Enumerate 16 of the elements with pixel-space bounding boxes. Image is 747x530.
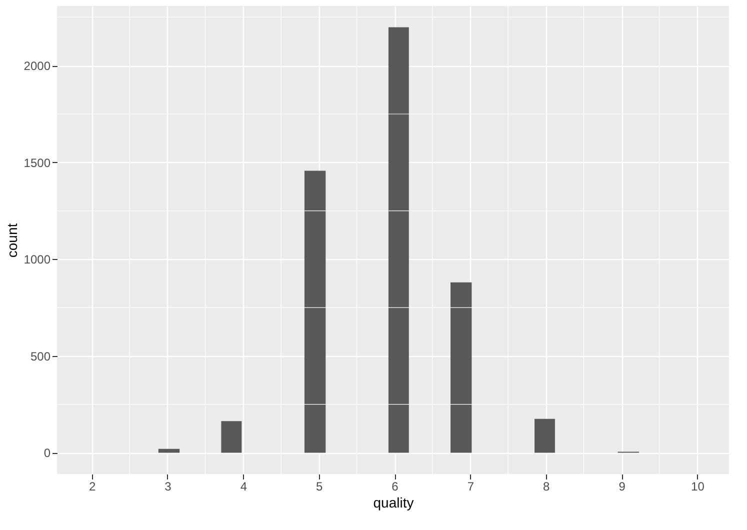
x-tick-label: 6 [392, 480, 399, 494]
y-axis-title: count [4, 223, 20, 258]
y-tick-label: 1500 [24, 156, 51, 170]
x-tick-label: 2 [88, 480, 96, 494]
x-tick-label: 10 [691, 480, 705, 494]
x-tick-label: 8 [543, 480, 550, 494]
x-axis-title: quality [373, 494, 414, 510]
x-tick-label: 9 [618, 480, 626, 494]
y-tick-label: 500 [30, 349, 51, 364]
x-tick-label: 5 [316, 480, 323, 494]
y-tick-label: 2000 [24, 59, 51, 74]
y-tick-label: 0 [44, 446, 51, 460]
y-tick-label: 1000 [24, 252, 51, 267]
x-tick-label: 4 [240, 480, 248, 494]
x-tick-label: 3 [164, 480, 172, 494]
x-tick-label: 7 [467, 480, 474, 494]
